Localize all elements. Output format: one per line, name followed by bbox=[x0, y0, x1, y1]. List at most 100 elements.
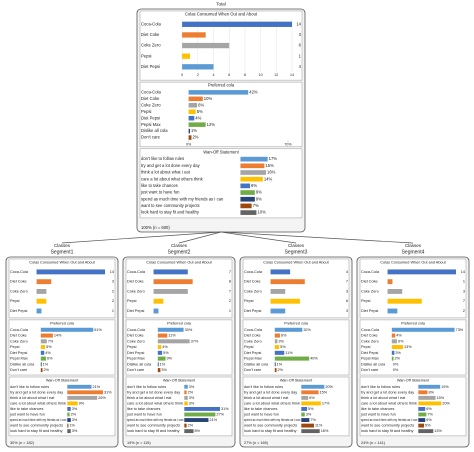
category-label: Coke Zero bbox=[141, 102, 161, 107]
category-label: Pepsi Max bbox=[244, 357, 262, 361]
panel bbox=[242, 376, 350, 437]
category-label: Pepsi bbox=[361, 299, 371, 303]
category-label: Dislike all cola bbox=[244, 362, 269, 366]
category-label: Coke Zero bbox=[361, 289, 379, 293]
connector bbox=[220, 231, 414, 244]
value-label: 3% bbox=[72, 407, 78, 411]
bar bbox=[184, 395, 188, 400]
bar bbox=[301, 407, 308, 411]
category-label: Diet Pepsi bbox=[141, 115, 160, 120]
bar bbox=[188, 109, 196, 114]
bar bbox=[270, 269, 291, 275]
value-label: 3% bbox=[278, 339, 284, 343]
value-label: 1 bbox=[112, 309, 114, 313]
value-label: 2% bbox=[71, 412, 77, 416]
bar bbox=[36, 298, 47, 304]
bar bbox=[40, 339, 47, 344]
statement-label: look hard to stay fit and healthy bbox=[141, 210, 200, 215]
panel bbox=[359, 376, 467, 437]
bar bbox=[301, 423, 314, 428]
statement-label: want to see community projects bbox=[361, 424, 414, 428]
value-label: 19% bbox=[441, 385, 449, 389]
bar bbox=[387, 308, 398, 314]
value-label: 3% bbox=[189, 401, 195, 405]
value-label: 2 bbox=[463, 309, 465, 313]
bar bbox=[301, 412, 305, 417]
statement-label: don't like to follow rules bbox=[127, 385, 166, 389]
bar bbox=[240, 156, 268, 162]
bar bbox=[301, 390, 319, 395]
value-label: 6% bbox=[198, 102, 204, 107]
bar bbox=[157, 356, 166, 361]
bar bbox=[418, 384, 441, 389]
value-label: 3 bbox=[346, 309, 348, 313]
value-label: 11% bbox=[168, 334, 176, 338]
value-label: 7 bbox=[229, 270, 231, 274]
statement-label: try and get a lot done every day bbox=[127, 390, 180, 394]
category-label: Coke Zero bbox=[244, 339, 262, 343]
value-label: 10% bbox=[257, 210, 266, 215]
value-label: 6% bbox=[398, 339, 404, 343]
bar bbox=[67, 423, 69, 428]
value-label: 61% bbox=[94, 328, 102, 332]
category-label: Coca-Cola bbox=[10, 328, 29, 332]
connector bbox=[61, 231, 222, 244]
category-label: Diet Coke bbox=[127, 280, 144, 284]
x-tick-label: 6 bbox=[228, 73, 230, 77]
value-label: 2 bbox=[229, 299, 231, 303]
bar bbox=[184, 407, 220, 411]
statement-label: spend as much time with my friends as I … bbox=[361, 418, 417, 422]
category-label: Diet Coke bbox=[361, 334, 378, 338]
bar bbox=[418, 423, 425, 428]
value-label: 3% bbox=[72, 429, 78, 433]
category-label: Coca-Cola bbox=[361, 328, 380, 332]
value-label: 8% bbox=[195, 429, 201, 433]
category-label: Diet Coke bbox=[244, 280, 261, 284]
bar bbox=[67, 407, 71, 411]
category-label: Coke Zero bbox=[127, 289, 145, 293]
value-label: 10% bbox=[204, 96, 213, 101]
panel bbox=[139, 148, 303, 219]
category-label: Diet Pepsi bbox=[361, 351, 378, 355]
bar bbox=[184, 401, 188, 406]
bar bbox=[67, 395, 98, 400]
category-label: Diet Pepsi bbox=[244, 351, 261, 355]
bar bbox=[188, 96, 203, 102]
panel-title: Colas Consumed When Out and About bbox=[185, 12, 258, 17]
bar bbox=[153, 308, 159, 314]
x-tick-label: 8 bbox=[244, 73, 246, 77]
bar bbox=[240, 170, 267, 175]
category-label: Coke Zero bbox=[10, 339, 28, 343]
statement-label: look hard to stay fit and healthy bbox=[127, 429, 180, 433]
panel bbox=[125, 258, 233, 319]
node-footer: 30% (n = 182) bbox=[10, 441, 35, 445]
statement-label: spend as much time with my friends as I … bbox=[244, 418, 300, 422]
value-label: 3 bbox=[463, 289, 465, 293]
segment-name: Segment4 bbox=[402, 249, 425, 255]
bar bbox=[40, 345, 46, 350]
category-label: Pepsi bbox=[244, 345, 254, 349]
category-label: Coke Zero bbox=[244, 289, 262, 293]
bar bbox=[40, 368, 43, 373]
bar bbox=[274, 339, 278, 344]
bar bbox=[240, 196, 255, 202]
category-label: Pepsi bbox=[244, 299, 254, 303]
value-label: 6% bbox=[281, 334, 287, 338]
value-label: 1 bbox=[463, 280, 465, 284]
category-label: Pepsi bbox=[127, 345, 137, 349]
category-label: Dislike all cola bbox=[10, 362, 35, 366]
category-label: Diet Pepsi bbox=[10, 309, 27, 313]
value-label: 3% bbox=[189, 385, 195, 389]
bar bbox=[40, 356, 46, 361]
bar bbox=[184, 423, 187, 428]
statement-label: care a lot about what others think bbox=[127, 401, 183, 405]
statement-label: want to see community projects bbox=[127, 424, 180, 428]
value-label: 14 bbox=[110, 270, 114, 274]
bar bbox=[188, 90, 249, 95]
value-label: 17% bbox=[322, 401, 330, 405]
bar bbox=[274, 345, 280, 350]
node-footer: 100% (n = 600) bbox=[141, 225, 170, 230]
segment-name: Segment2 bbox=[168, 249, 191, 255]
bar bbox=[153, 298, 164, 304]
category-label: Don't care bbox=[10, 368, 27, 372]
